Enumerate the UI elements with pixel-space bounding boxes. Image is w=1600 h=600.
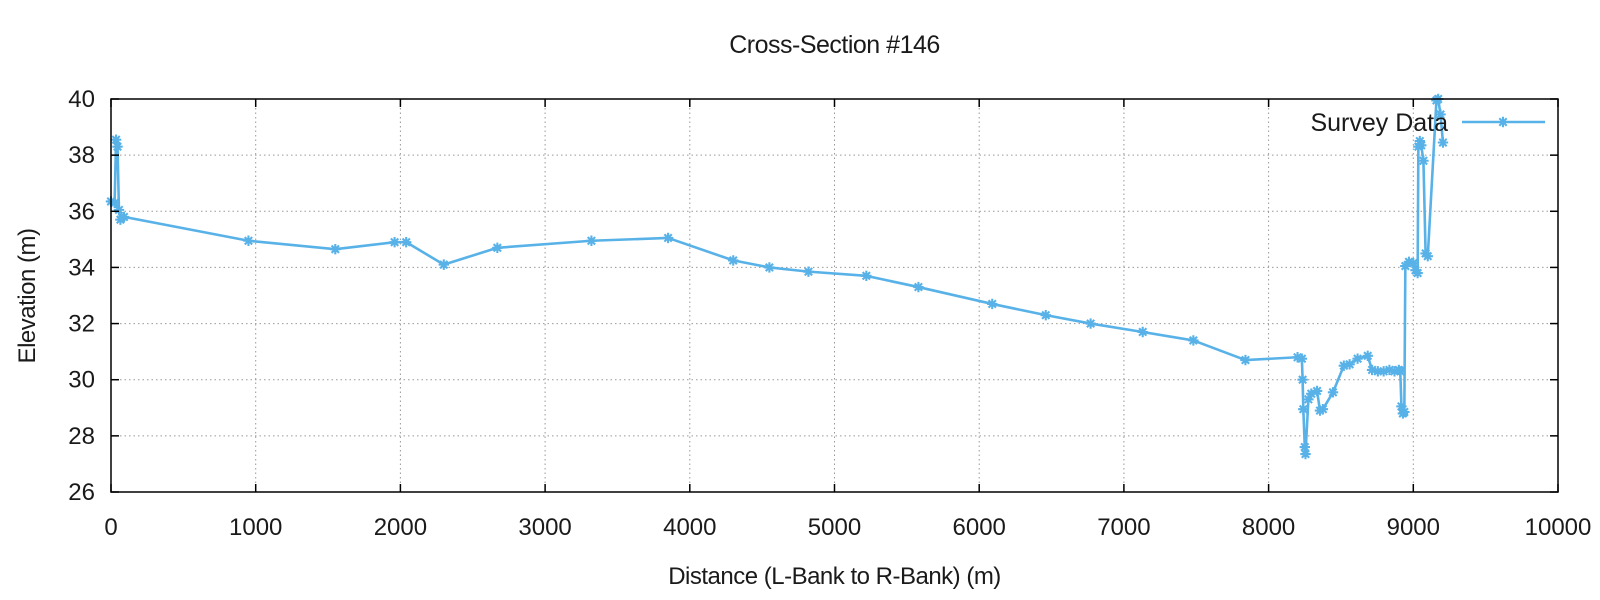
x-tick-label: 8000 xyxy=(1242,514,1295,541)
y-tick-label: 34 xyxy=(68,254,95,281)
legend-sample-marker xyxy=(1497,116,1509,128)
y-tick-label: 28 xyxy=(68,423,95,450)
data-point-markers xyxy=(105,93,1449,460)
y-tick-label: 36 xyxy=(68,198,95,225)
y-tick-label: 38 xyxy=(68,142,95,169)
x-tick-label: 5000 xyxy=(808,514,861,541)
x-tick-label: 4000 xyxy=(663,514,716,541)
x-tick-label: 7000 xyxy=(1097,514,1150,541)
x-tick-label: 0 xyxy=(104,514,117,541)
x-tick-label: 6000 xyxy=(953,514,1006,541)
legend: Survey Data xyxy=(1310,109,1545,137)
chart-title: Cross-Section #146 xyxy=(729,31,940,59)
x-tick-label: 3000 xyxy=(518,514,571,541)
y-tick-label: 32 xyxy=(68,311,95,338)
series-line xyxy=(110,97,1445,456)
x-tick-label: 9000 xyxy=(1387,514,1440,541)
legend-label: Survey Data xyxy=(1310,109,1448,137)
y-tick-label: 40 xyxy=(68,86,95,113)
x-tick-label: 10000 xyxy=(1525,514,1592,541)
y-tick-label: 26 xyxy=(68,479,95,506)
axis-layer: 0 1000 2000 3000 4000 5000 6000 7000 8000 9000 100… xyxy=(68,86,1591,541)
y-tick-label: 30 xyxy=(68,367,95,394)
grid-layer xyxy=(111,99,1558,492)
x-axis-label: Distance (L-Bank to R-Bank) (m) xyxy=(668,563,1001,590)
x-tick-label: 1000 xyxy=(229,514,282,541)
series-layer xyxy=(105,93,1449,460)
x-tick-label: 2000 xyxy=(374,514,427,541)
